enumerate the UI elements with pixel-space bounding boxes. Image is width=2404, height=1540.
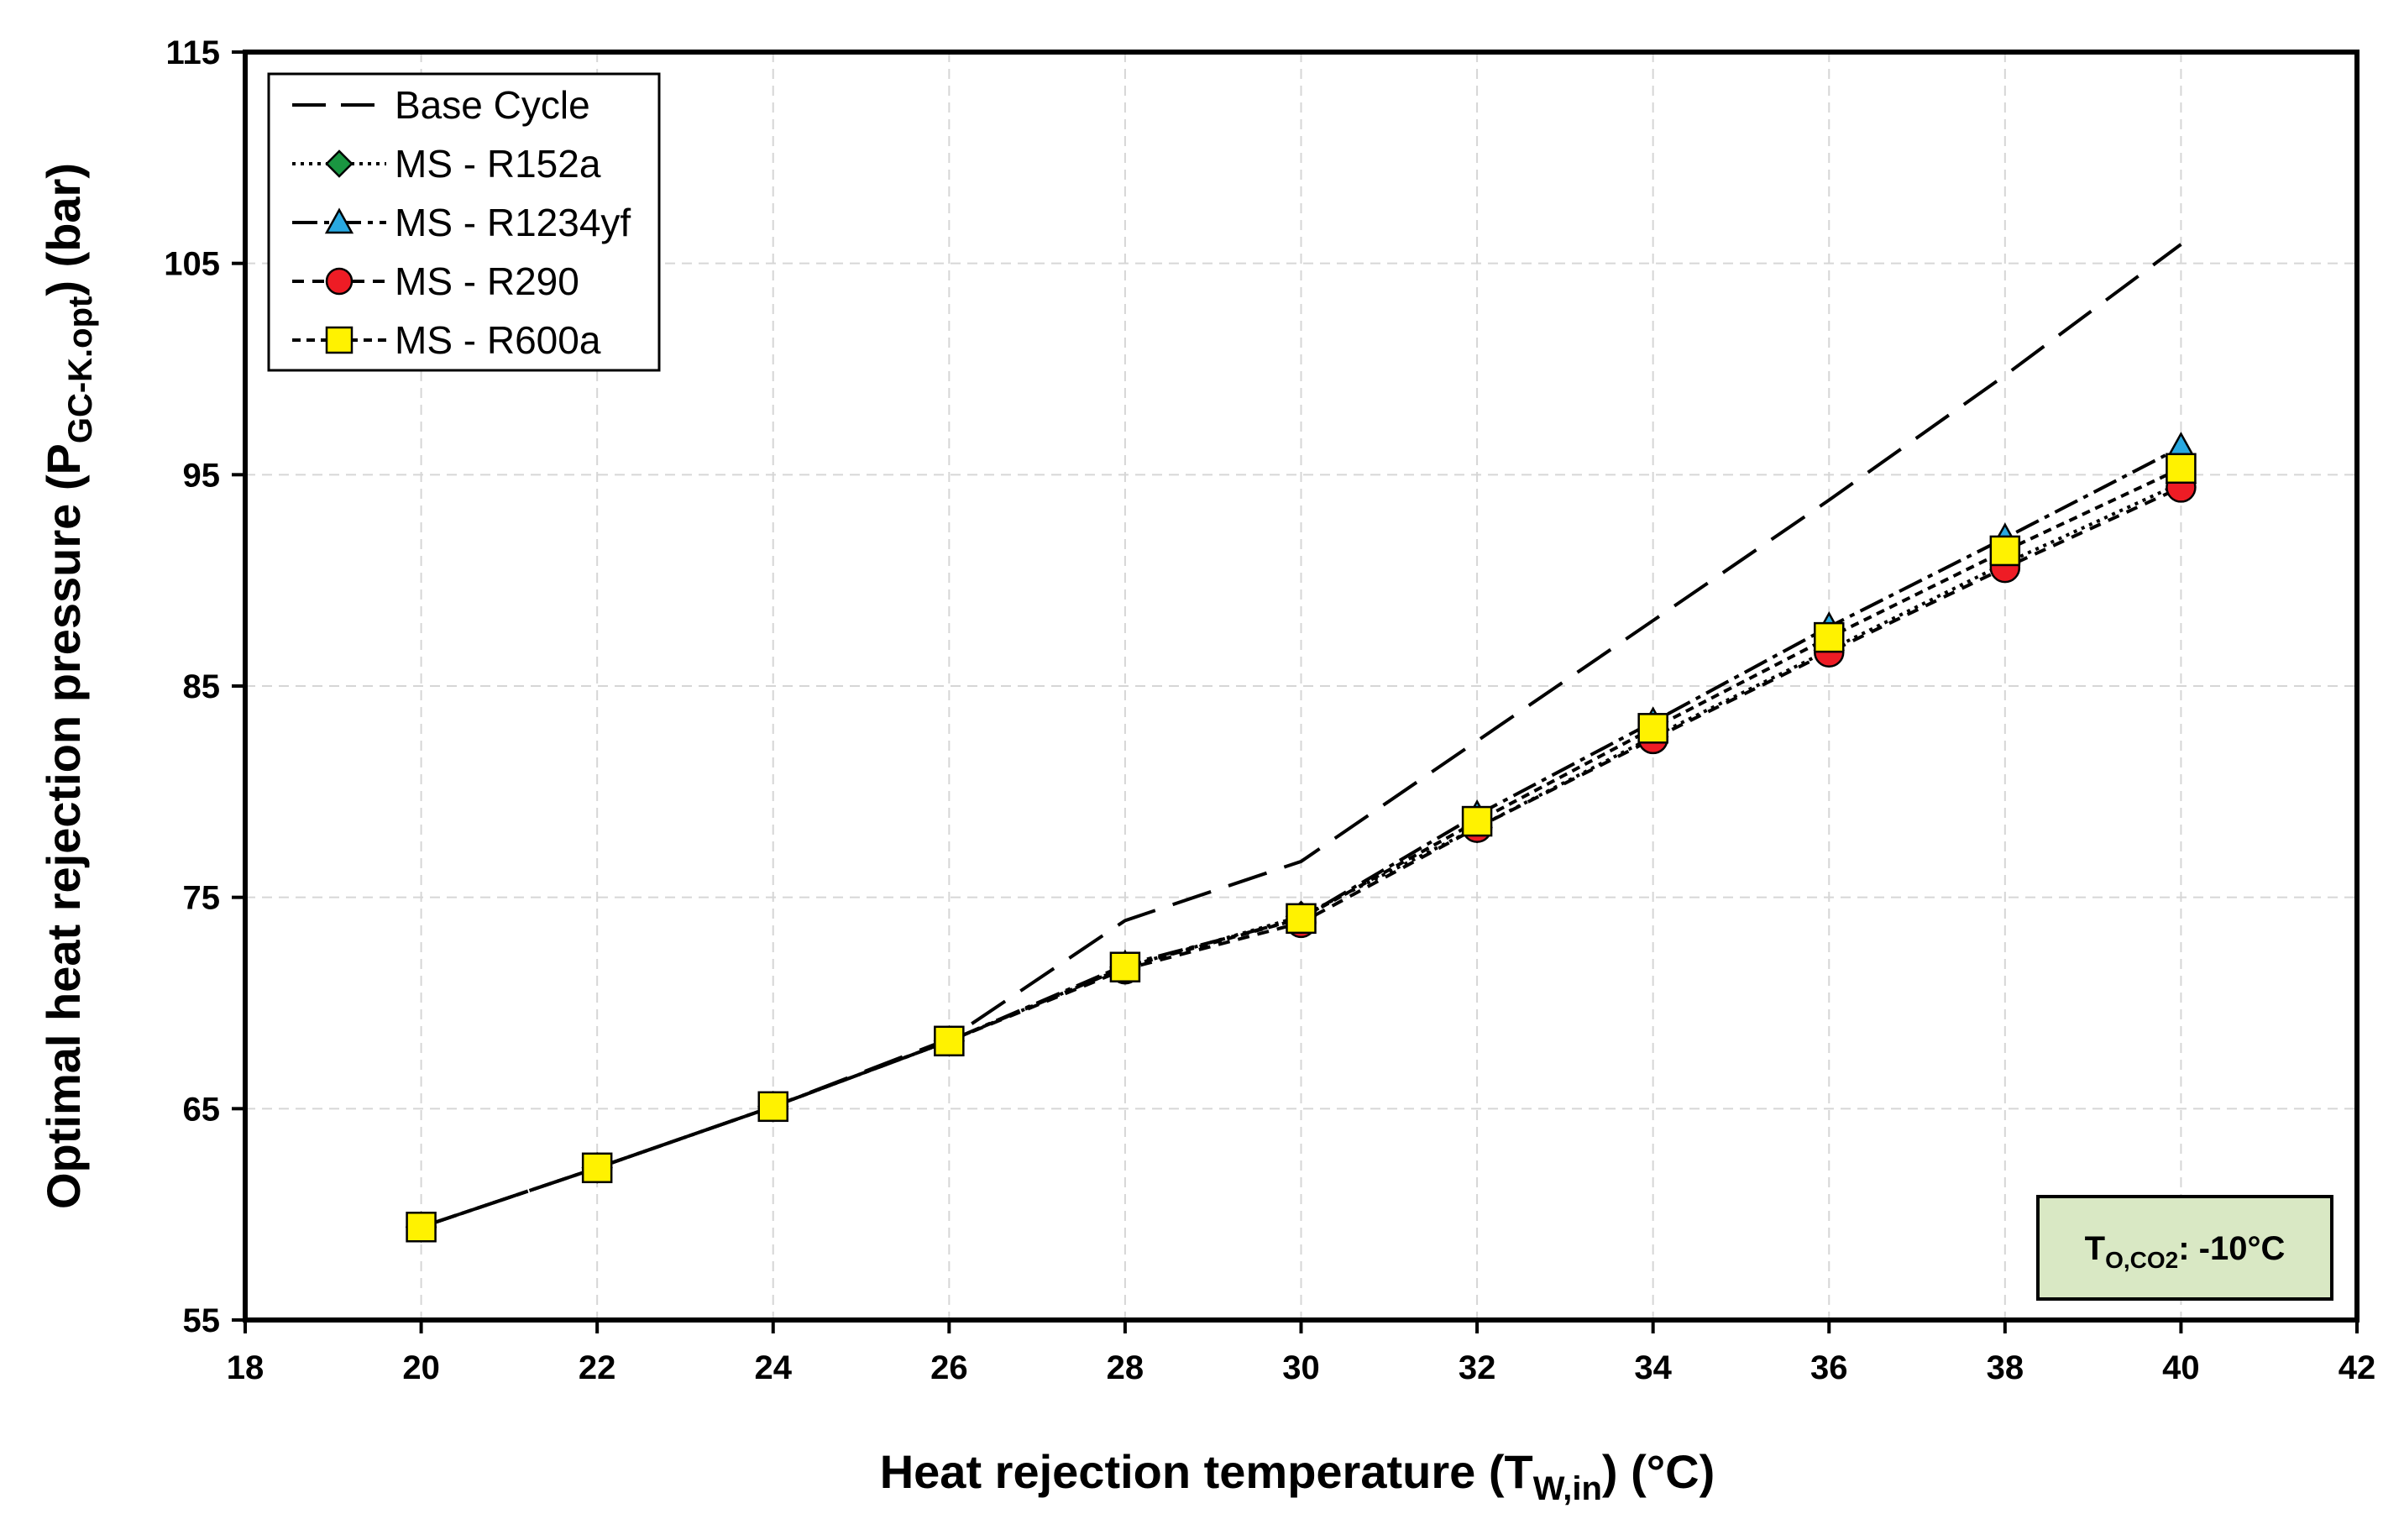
legend-marker-ms-r600a	[325, 326, 354, 354]
data-point-ms-r600a	[1814, 621, 1845, 653]
series-markers	[405, 432, 2197, 1244]
data-point-ms-r600a	[1109, 951, 1141, 982]
legend-marker-ms-r1234yf	[324, 207, 354, 234]
x-tick-label: 38	[1987, 1349, 2024, 1386]
data-point-ms-r600a	[934, 1025, 965, 1057]
x-tick-label: 36	[1810, 1349, 1848, 1386]
legend-label-ms-r600a: MS - R600a	[395, 318, 601, 362]
x-tick-label: 28	[1107, 1349, 1144, 1386]
y-tick-label: 65	[183, 1091, 221, 1128]
y-tick-label: 85	[183, 668, 221, 705]
x-tick-label: 20	[402, 1349, 440, 1386]
legend-marker-ms-r290	[325, 267, 354, 296]
x-tick-label: 30	[1282, 1349, 1320, 1386]
x-tick-label: 26	[930, 1349, 968, 1386]
x-tick-label: 24	[755, 1349, 793, 1386]
data-point-ms-r600a	[1286, 903, 1317, 935]
x-axis-title: Heat rejection temperature (TW,in) (°C)	[880, 1445, 1715, 1507]
y-tick-label: 95	[183, 457, 221, 494]
data-point-ms-r600a	[2166, 453, 2197, 485]
x-tick-label: 40	[2162, 1349, 2200, 1386]
y-tick-label: 105	[164, 246, 220, 283]
legend-label-ms-r290: MS - R290	[395, 259, 579, 303]
annotation-box: TO,CO2: -10°C	[2036, 1195, 2333, 1301]
data-point-ms-r600a	[1461, 805, 1493, 837]
legend: Base Cycle MS - R152a MS - R1234yf MS - R29…	[267, 72, 661, 372]
data-point-ms-r600a	[1989, 535, 2021, 567]
data-point-ms-r600a	[406, 1212, 437, 1243]
y-axis-title: Optimal heat rejection pressure (PGC-K.o…	[37, 163, 99, 1209]
data-point-ms-r600a	[1637, 713, 1668, 744]
legend-label-ms-r1234yf: MS - R1234yf	[395, 201, 631, 244]
annotation-text: TO,CO2: -10°C	[2085, 1230, 2286, 1273]
legend-label-base-cycle: Base Cycle	[395, 83, 590, 127]
data-point-ms-r600a	[581, 1152, 613, 1184]
x-tick-label: 18	[227, 1349, 264, 1386]
legend-label-ms-r152a: MS - R152a	[395, 142, 601, 186]
data-point-ms-r600a	[757, 1091, 788, 1123]
x-tick-label: 22	[579, 1349, 616, 1386]
y-tick-label: 115	[165, 34, 220, 71]
y-tick-label: 75	[183, 880, 221, 917]
x-tick-label: 42	[2339, 1349, 2376, 1386]
annotation-background	[2036, 1195, 2333, 1301]
legend-marker-ms-r152a	[325, 149, 354, 178]
x-tick-label: 34	[1634, 1349, 1672, 1386]
y-tick-label: 55	[183, 1302, 221, 1339]
axis-ticks: 18 20 22 24 26 28 30 32 34 36 38 40 42 55 65 75 85 95 105 1…	[164, 34, 2375, 1386]
x-tick-label: 32	[1459, 1349, 1496, 1386]
